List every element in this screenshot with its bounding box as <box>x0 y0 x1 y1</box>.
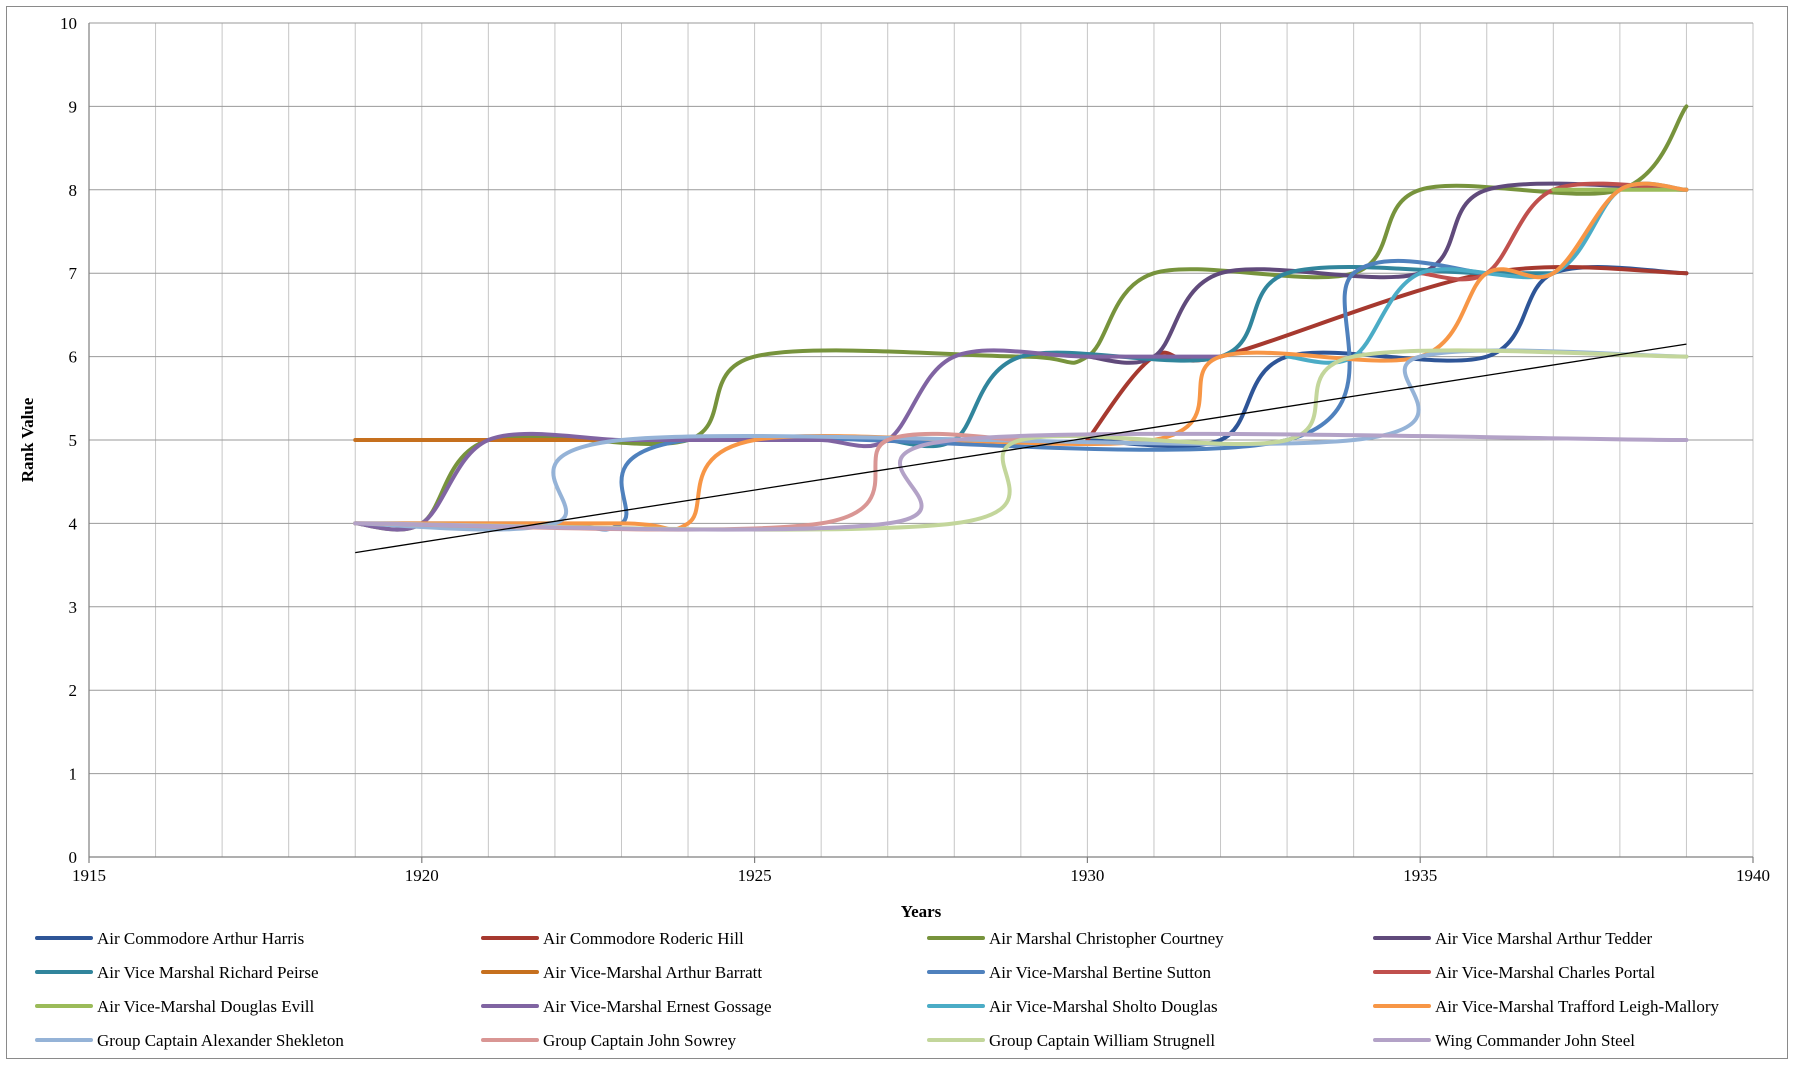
trendline-layer <box>355 343 1687 554</box>
y-tick-label: 8 <box>69 181 78 200</box>
y-axis-title: Rank Value <box>18 397 37 482</box>
legend-entry-label: Air Vice-Marshal Arthur Barratt <box>543 963 762 982</box>
series-lines <box>353 104 1689 532</box>
x-tick-label: 1920 <box>405 866 439 885</box>
x-axis-title: Years <box>901 902 942 921</box>
y-tick-label: 4 <box>69 514 78 533</box>
legend-entry-label: Air Vice-Marshal Charles Portal <box>1435 963 1655 982</box>
trendline <box>355 343 1687 554</box>
line-chart: 1915 1920 1925 1930 1935 1940 0 1 2 3 4 5 6 7 8 9 10 Yea… <box>18 14 1770 1050</box>
legend-entry-label: Air Commodore Arthur Harris <box>97 929 304 948</box>
y-tick-label: 9 <box>69 97 78 116</box>
series-line <box>353 348 1689 532</box>
legend-entry-label: Group Captain William Strugnell <box>989 1031 1215 1050</box>
legend-entry-label: Wing Commander John Steel <box>1435 1031 1635 1050</box>
legend-entry-label: Group Captain Alexander Shekleton <box>97 1031 344 1050</box>
y-tick-label: 10 <box>60 14 77 33</box>
y-tick-label: 0 <box>69 848 78 867</box>
y-tick-label: 6 <box>69 348 78 367</box>
legend-entry-label: Air Vice-Marshal Sholto Douglas <box>989 997 1218 1016</box>
y-tick-label: 5 <box>69 431 78 450</box>
tick-labels: 1915 1920 1925 1930 1935 1940 0 1 2 3 4 5 6 7 8 9 10 <box>60 14 1770 885</box>
legend-entry-label: Air Vice-Marshal Douglas Evill <box>97 997 315 1016</box>
y-tick-label: 2 <box>69 681 78 700</box>
x-tick-label: 1940 <box>1736 866 1770 885</box>
legend-entry-label: Air Marshal Christopher Courtney <box>989 929 1224 948</box>
x-tick-label: 1935 <box>1403 866 1437 885</box>
axes <box>88 23 1754 863</box>
legend-entry-label: Air Vice-Marshal Bertine Sutton <box>989 963 1211 982</box>
legend-entry-label: Group Captain John Sowrey <box>543 1031 737 1050</box>
x-tick-label: 1915 <box>72 866 106 885</box>
y-tick-label: 7 <box>69 264 78 283</box>
y-tick-label: 1 <box>69 765 78 784</box>
legend-entry-label: Air Vice Marshal Richard Peirse <box>97 963 319 982</box>
legend-entry-label: Air Vice-Marshal Ernest Gossage <box>543 997 772 1016</box>
chart-frame: 1915 1920 1925 1930 1935 1940 0 1 2 3 4 5 6 7 8 9 10 Yea… <box>6 6 1788 1059</box>
legend-entry-label: Air Vice Marshal Arthur Tedder <box>1435 929 1652 948</box>
series-line <box>353 431 1689 532</box>
y-tick-label: 3 <box>69 598 78 617</box>
x-tick-label: 1925 <box>738 866 772 885</box>
legend: Air Commodore Arthur Harris Air Commodore… <box>35 929 1719 1050</box>
legend-entry-label: Air Commodore Roderic Hill <box>543 929 744 948</box>
x-tick-label: 1930 <box>1070 866 1104 885</box>
legend-entry-label: Air Vice-Marshal Trafford Leigh-Mallory <box>1435 997 1719 1016</box>
series-line <box>1085 265 1689 442</box>
